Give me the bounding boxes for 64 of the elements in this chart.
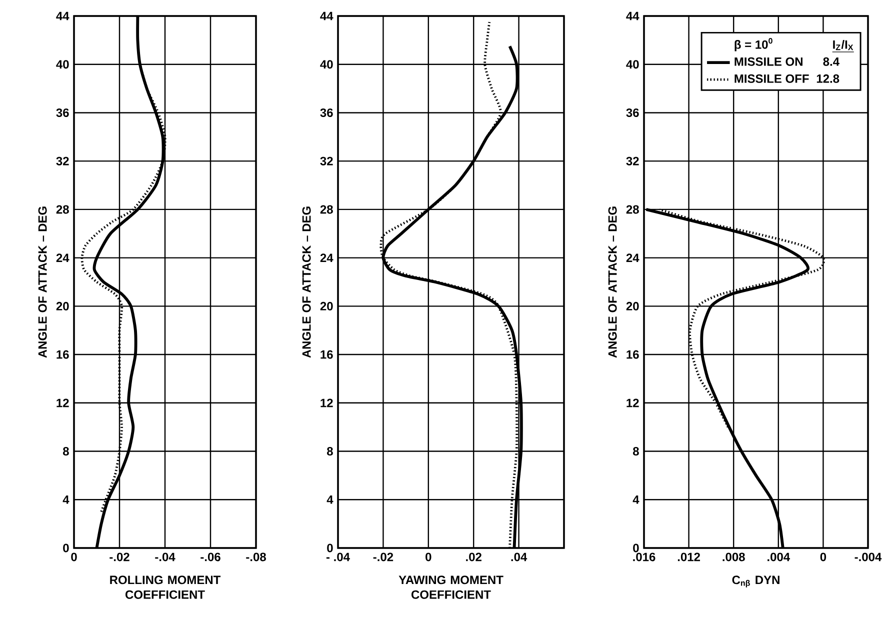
y-axis-title: ANGLE OF ATTACK – DEG — [302, 206, 311, 358]
y-tick-label: 28 — [56, 205, 69, 214]
y-tick-label: 24 — [626, 254, 640, 262]
x-axis-title: YAWING MOMENT COEFFICIENT — [398, 576, 504, 599]
y-tick-label: 24 — [320, 254, 334, 262]
y-tick-label: 32 — [56, 156, 69, 166]
y-tick-label: 12 — [626, 398, 639, 408]
x-tick-label: -.02 — [373, 552, 394, 562]
x-tick-label: .04 — [511, 552, 528, 562]
y-tick-label: 8 — [632, 447, 639, 456]
x-tick-label: .008 — [722, 552, 745, 562]
x-tick-label: -.004 — [854, 552, 882, 562]
x-tick-label: 0 — [71, 552, 77, 562]
y-tick-label: 28 — [320, 205, 333, 214]
annotation: 8.4 — [823, 57, 840, 66]
y-tick-label: 16 — [320, 350, 333, 359]
x-tick-label: .012 — [678, 552, 700, 562]
y-tick-label: 8 — [326, 447, 333, 456]
legend-title: β = 10$^{0}$ — [734, 38, 772, 52]
y-tick-label: 44 — [626, 12, 640, 20]
y-tick-label: 4 — [632, 495, 640, 504]
y-tick-label: 4 — [62, 495, 70, 504]
x-tick-label: 0 — [820, 552, 826, 562]
y-axis-title: ANGLE OF ATTACK – DEG — [608, 206, 617, 358]
y-tick-label: 40 — [56, 60, 69, 69]
x-tick-label: .016 — [633, 552, 656, 562]
annotation: I$_{Z}$/I$_{X}$ — [833, 40, 854, 50]
y-tick-label: 8 — [62, 447, 69, 456]
x-tick-label: - .04 — [326, 552, 350, 562]
y-tick-label: 36 — [56, 108, 69, 117]
y-tick-label: 24 — [56, 254, 70, 262]
x-tick-label: -.02 — [110, 552, 130, 562]
y-tick-label: 36 — [320, 108, 333, 117]
y-tick-label: 0 — [327, 544, 333, 552]
legend-label: MISSILE OFF — [734, 74, 809, 83]
y-tick-label: 40 — [626, 60, 639, 69]
y-tick-label: 32 — [626, 156, 639, 166]
x-axis-title: ROLLING MOMENT COEFFICIENT — [110, 576, 221, 599]
y-tick-label: 12 — [320, 398, 333, 408]
y-tick-label: 28 — [626, 205, 639, 214]
x-tick-label: -.08 — [246, 552, 266, 562]
y-axis-title: ANGLE OF ATTACK – DEG — [38, 206, 47, 358]
legend-label: MISSILE ON — [734, 57, 802, 66]
y-tick-label: 44 — [56, 12, 70, 20]
y-tick-label: 32 — [320, 156, 333, 166]
x-axis-title: C$_{nβ}$ DYN — [732, 576, 780, 588]
x-tick-label: 0 — [426, 552, 432, 562]
y-tick-label: 16 — [56, 350, 69, 359]
y-tick-label: 44 — [320, 12, 334, 20]
y-tick-label: 36 — [626, 108, 639, 117]
y-tick-label: 0 — [63, 544, 69, 552]
y-tick-label: 40 — [320, 60, 333, 69]
x-tick-label: -.06 — [200, 552, 220, 562]
y-tick-label: 16 — [626, 350, 639, 359]
y-tick-label: 0 — [633, 544, 639, 552]
y-tick-label: 20 — [626, 302, 639, 310]
y-tick-label: 20 — [56, 302, 69, 310]
x-tick-label: .02 — [466, 552, 482, 562]
x-tick-label: .004 — [768, 552, 790, 562]
y-tick-label: 12 — [56, 398, 69, 408]
annotation: 12.8 — [816, 74, 840, 83]
x-tick-label: -.04 — [155, 552, 176, 562]
y-tick-label: 20 — [320, 302, 333, 310]
y-tick-label: 4 — [326, 495, 334, 504]
